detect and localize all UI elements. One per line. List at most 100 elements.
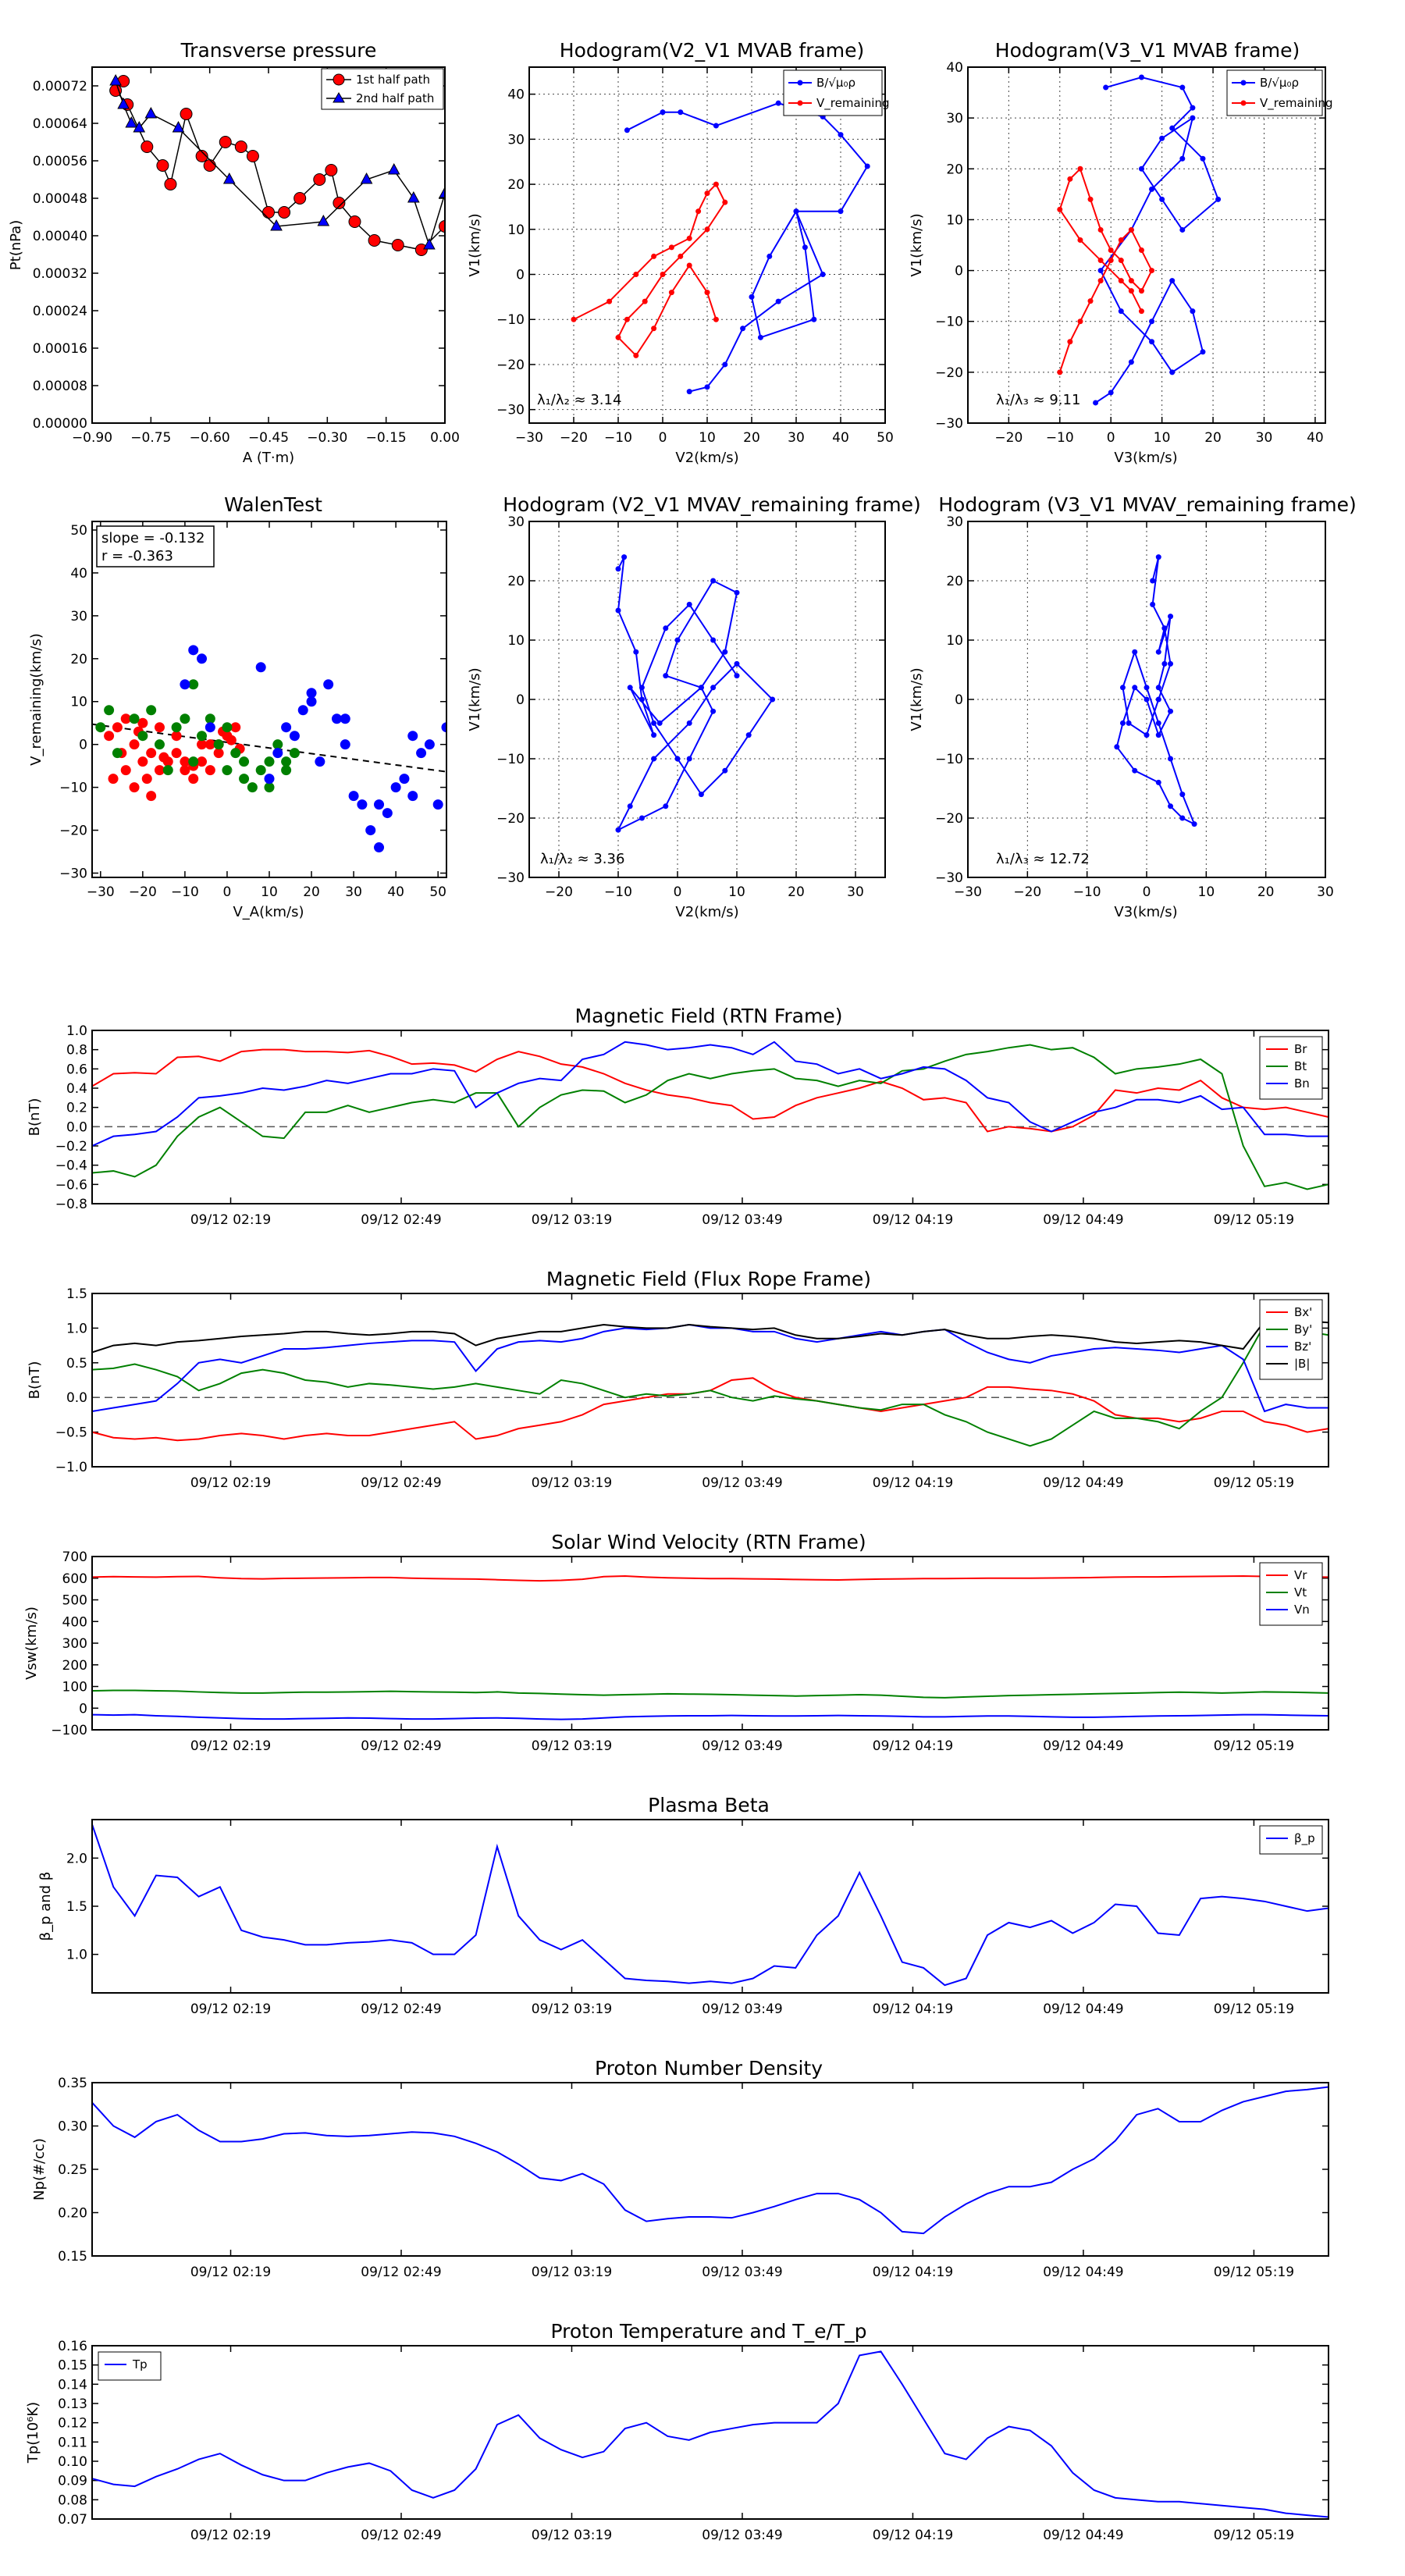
series-0-point [137, 756, 148, 767]
series-0-point [775, 298, 781, 304]
series-0-point [1159, 196, 1165, 202]
legend-label: Bt [1294, 1059, 1307, 1073]
series-0-point [663, 803, 669, 809]
y-tick-label: 50 [70, 523, 87, 539]
annotation-eigen-ratio-4: λ₁/λ₃ ≈ 12.72 [996, 851, 1090, 867]
series-0-point [1179, 84, 1186, 91]
y-axis-label-solar-wind-velocity: Vsw(km/s) [23, 1606, 40, 1680]
y-tick-label: −30 [935, 870, 963, 886]
plot-area-proton-temperature: 09/12 02:19 09/12 02:49 09/12 03:19 09/12 0… [58, 2339, 1329, 2543]
x-tick-label: 10 [1154, 430, 1171, 446]
series-2-point [264, 774, 275, 785]
y-tick-label: −100 [51, 1723, 87, 1738]
y-tick-label: 10 [946, 212, 963, 228]
series-1-point [264, 782, 275, 793]
series-1-point [95, 722, 106, 733]
x-tick-label: −0.60 [190, 430, 230, 446]
y-tick-label: −10 [935, 315, 963, 330]
legend-label: Vn [1294, 1603, 1310, 1617]
series-1-point [713, 316, 719, 322]
x-tick-label: 40 [1307, 430, 1324, 446]
series-0-point [197, 739, 208, 750]
legend-label-b: B/√μ₀ρ [816, 76, 855, 90]
y-tick-label: 1.0 [66, 1023, 87, 1039]
panel-hodogram-v3-v1-mvav: Hodogram (V3_V1 MVAV_remaining frame) −3… [909, 493, 1357, 920]
y-axis-label-hodogram-v2-v1-mvav: V1(km/s) [467, 667, 483, 731]
y-tick-label: 0.00024 [33, 304, 87, 319]
y-tick-label: 600 [62, 1571, 87, 1587]
y-tick-label: 10 [946, 633, 963, 649]
series-0-point [348, 215, 361, 228]
series-0-point [698, 792, 704, 798]
y-tick-label: 200 [62, 1658, 87, 1674]
y-tick-label: 0.00008 [33, 379, 87, 394]
series-0-point [1093, 400, 1099, 406]
series-1-point [272, 739, 283, 750]
x-tick-label: 09/12 04:19 [873, 2001, 953, 2017]
series-0-point [1191, 821, 1197, 827]
series-2-point [407, 791, 418, 802]
series-0-point [838, 132, 844, 138]
series-1-point [239, 774, 250, 785]
y-tick-label: −0.5 [55, 1425, 87, 1441]
y-tick-label: 30 [946, 111, 963, 126]
series-2-point [432, 799, 443, 810]
series-1-point [1128, 288, 1134, 294]
series-0-point [651, 720, 657, 726]
series-0-line [616, 557, 774, 832]
y-axis-label-magnetic-field-flux-rope: B(nT) [27, 1361, 43, 1400]
series-0-point [1097, 268, 1104, 274]
series-0-point [615, 827, 621, 833]
chart-title-magnetic-field-flux-rope: Magnetic Field (Flux Rope Frame) [546, 1268, 871, 1290]
x-tick-label: 09/12 03:19 [532, 1475, 612, 1491]
series-1-point [407, 190, 420, 203]
series-1-point [144, 106, 158, 119]
y-axis-label-magnetic-field-rtn: B(nT) [27, 1098, 43, 1137]
series-1-point [1097, 278, 1104, 284]
series-0-point [1215, 196, 1222, 202]
y-tick-label: −10 [496, 312, 525, 328]
y-tick-label: 0.13 [58, 2396, 87, 2412]
series-0-point [1119, 720, 1126, 726]
series-0-point [1108, 390, 1114, 396]
y-tick-label: −20 [496, 811, 525, 827]
series-0-point [686, 389, 692, 395]
series-1-point [633, 352, 639, 358]
series-1-point [213, 739, 224, 750]
y-tick-label: 0.00000 [33, 416, 87, 432]
series-0-point [1155, 779, 1161, 785]
series-0-point [1150, 578, 1156, 584]
x-tick-label: 0 [1143, 884, 1151, 900]
plot-area-magnetic-field-rtn: 09/12 02:19 09/12 02:49 09/12 03:19 09/12 0… [55, 1023, 1329, 1228]
plot-area-plasma-beta: 09/12 02:19 09/12 02:49 09/12 03:19 09/12 0… [66, 1820, 1329, 2017]
x-tick-label: 09/12 05:19 [1214, 2528, 1294, 2543]
y-tick-label: 0.00032 [33, 266, 87, 282]
series-0-line [626, 102, 869, 393]
series-0-point [704, 384, 710, 390]
x-tick-label: 0 [674, 884, 682, 900]
correlation-text: r = -0.363 [101, 548, 173, 564]
series-0-point [1132, 649, 1138, 655]
y-tick-label: 0.10 [58, 2454, 87, 2470]
x-tick-label: 09/12 04:19 [873, 1212, 953, 1228]
series-1-point [281, 765, 292, 776]
annotation-eigen-ratio-2: λ₁/λ₃ ≈ 9.11 [996, 392, 1080, 408]
series-0-point [621, 554, 628, 560]
y-tick-label: 0.35 [58, 2076, 87, 2091]
y-tick-label: −0.6 [55, 1177, 87, 1193]
series-0-point [624, 127, 630, 133]
series-Np-line [91, 2086, 1329, 2235]
series-0-point [663, 673, 669, 679]
series-0-point [1114, 744, 1120, 750]
y-axis-label-proton-number-density: Np(#/cc) [31, 2138, 48, 2201]
x-tick-label: 09/12 03:19 [532, 1738, 612, 1754]
legend-label: Tp [132, 2357, 148, 2371]
x-tick-label: 20 [1257, 884, 1275, 900]
series-0-point [615, 566, 621, 572]
series-0-point [1169, 369, 1176, 375]
x-axis-label-transverse-pressure: A (T·m) [243, 450, 294, 466]
y-tick-label: 20 [507, 574, 525, 589]
series-1-point [615, 334, 621, 340]
panel-magnetic-field-rtn: Magnetic Field (RTN Frame) 09/12 02:19 09… [27, 1005, 1329, 1228]
series-1-point [162, 765, 173, 776]
